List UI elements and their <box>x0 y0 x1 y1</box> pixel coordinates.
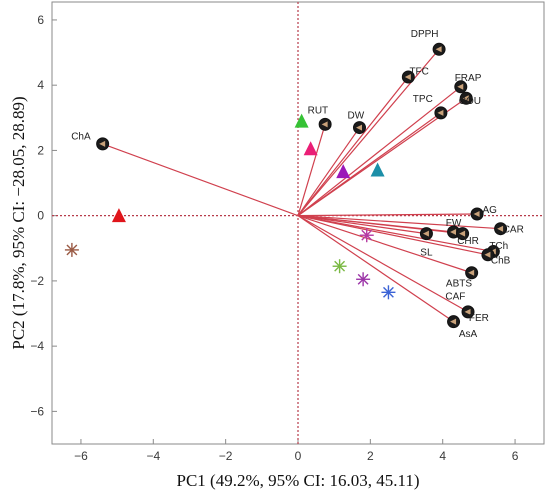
loading-label-tpc: TPC <box>413 94 433 105</box>
loading-point-wedge <box>468 269 475 276</box>
loading-point-wedge <box>356 124 362 131</box>
loading-point-wedge <box>321 121 328 128</box>
score-triangle-4 <box>303 141 318 156</box>
score-triangle-6 <box>370 162 385 177</box>
loading-label-ag: AG <box>483 205 498 216</box>
x-tick-label: 2 <box>367 449 374 463</box>
asterisk-stroke <box>334 260 346 272</box>
loading-label-rut: RUT <box>308 106 329 117</box>
asterisk-stroke <box>361 229 373 241</box>
loading-point-wedge <box>99 140 106 147</box>
x-axis-title: PC1 (49.2%, 95% CI: 16.03, 45.11) <box>176 471 419 490</box>
score-triangle-3 <box>294 113 309 128</box>
loading-label-sl: SL <box>420 248 433 259</box>
loading-point-wedge <box>464 308 471 315</box>
loading-label-cha: ChA <box>71 132 91 143</box>
score-asterisk-10 <box>381 285 396 300</box>
loading-point-wedge <box>450 228 457 235</box>
asterisk-stroke <box>357 273 369 285</box>
x-tick-label: 6 <box>512 449 519 463</box>
loading-vector-frap <box>297 86 462 217</box>
y-tick-label: 6 <box>37 13 44 27</box>
y-tick-label: −4 <box>30 339 44 353</box>
loading-label-asa: AsA <box>459 329 478 340</box>
loading-vector-fer <box>297 215 469 313</box>
loading-label-abts: ABTS <box>446 279 472 290</box>
loading-vector-car <box>297 215 501 230</box>
score-asterisk-7 <box>359 228 374 243</box>
loading-label-chr: CHR <box>457 236 479 247</box>
loading-point-wedge <box>422 230 429 237</box>
loading-label-chb: ChB <box>491 256 511 267</box>
y-tick-label: 0 <box>37 209 44 223</box>
asterisk-stroke <box>382 286 394 298</box>
loading-vector-ag <box>297 213 478 217</box>
loading-label-dw: DW <box>348 111 365 122</box>
loading-vector-abts <box>297 215 472 274</box>
y-axis-title: PC2 (17.8%, 95% CI: −28.05, 28.89) <box>9 96 28 349</box>
y-tick-label: −2 <box>30 274 44 288</box>
loading-point-wedge <box>462 95 469 102</box>
loading-point-wedge <box>450 318 457 325</box>
x-tick-label: −4 <box>146 449 160 463</box>
loading-label-tch: TCh <box>489 241 508 252</box>
y-tick-label: 2 <box>37 143 44 157</box>
loading-point-wedge <box>457 83 464 90</box>
loading-vector-rut <box>297 124 326 216</box>
loading-point-wedge <box>473 211 480 218</box>
loading-label-fer: FER <box>469 313 489 324</box>
loading-vector-dw <box>297 127 360 217</box>
loading-vector-asa <box>297 215 454 323</box>
x-tick-label: 4 <box>439 449 446 463</box>
loading-label-fw: FW <box>446 218 462 229</box>
loading-label-frap: FRAP <box>455 73 482 84</box>
y-tick-label: −6 <box>30 404 44 418</box>
loading-vector-tch <box>297 215 494 253</box>
loading-point-wedge <box>435 46 442 53</box>
x-tick-label: −6 <box>74 449 88 463</box>
score-triangle-1 <box>111 208 126 223</box>
loading-vector-dpph <box>297 48 440 217</box>
loading-point-wedge <box>437 109 444 116</box>
loading-point-wedge <box>497 225 504 232</box>
loading-point-wedge <box>404 74 411 81</box>
loading-label-cou: COU <box>459 96 481 107</box>
loading-point-wedge <box>459 230 466 237</box>
asterisk-stroke <box>66 244 78 256</box>
loading-vector-cha <box>102 143 299 217</box>
score-triangle-5 <box>336 164 351 179</box>
y-tick-label: 4 <box>37 78 44 92</box>
loading-label-car: CAR <box>503 225 524 236</box>
loading-vector-tfc <box>297 76 409 217</box>
loading-label-dpph: DPPH <box>411 29 439 40</box>
score-asterisk-2 <box>64 242 79 257</box>
loading-vector-chr <box>297 215 463 235</box>
score-asterisk-8 <box>332 259 347 274</box>
loading-label-tfc: TFC <box>409 67 428 78</box>
x-tick-label: −2 <box>219 449 233 463</box>
score-asterisk-9 <box>356 272 371 287</box>
loading-vector-chb <box>297 215 489 256</box>
x-tick-label: 0 <box>295 449 302 463</box>
loading-point-wedge <box>484 251 491 258</box>
loading-vector-sl <box>297 215 427 235</box>
loading-label-caf: CAF <box>445 292 465 303</box>
